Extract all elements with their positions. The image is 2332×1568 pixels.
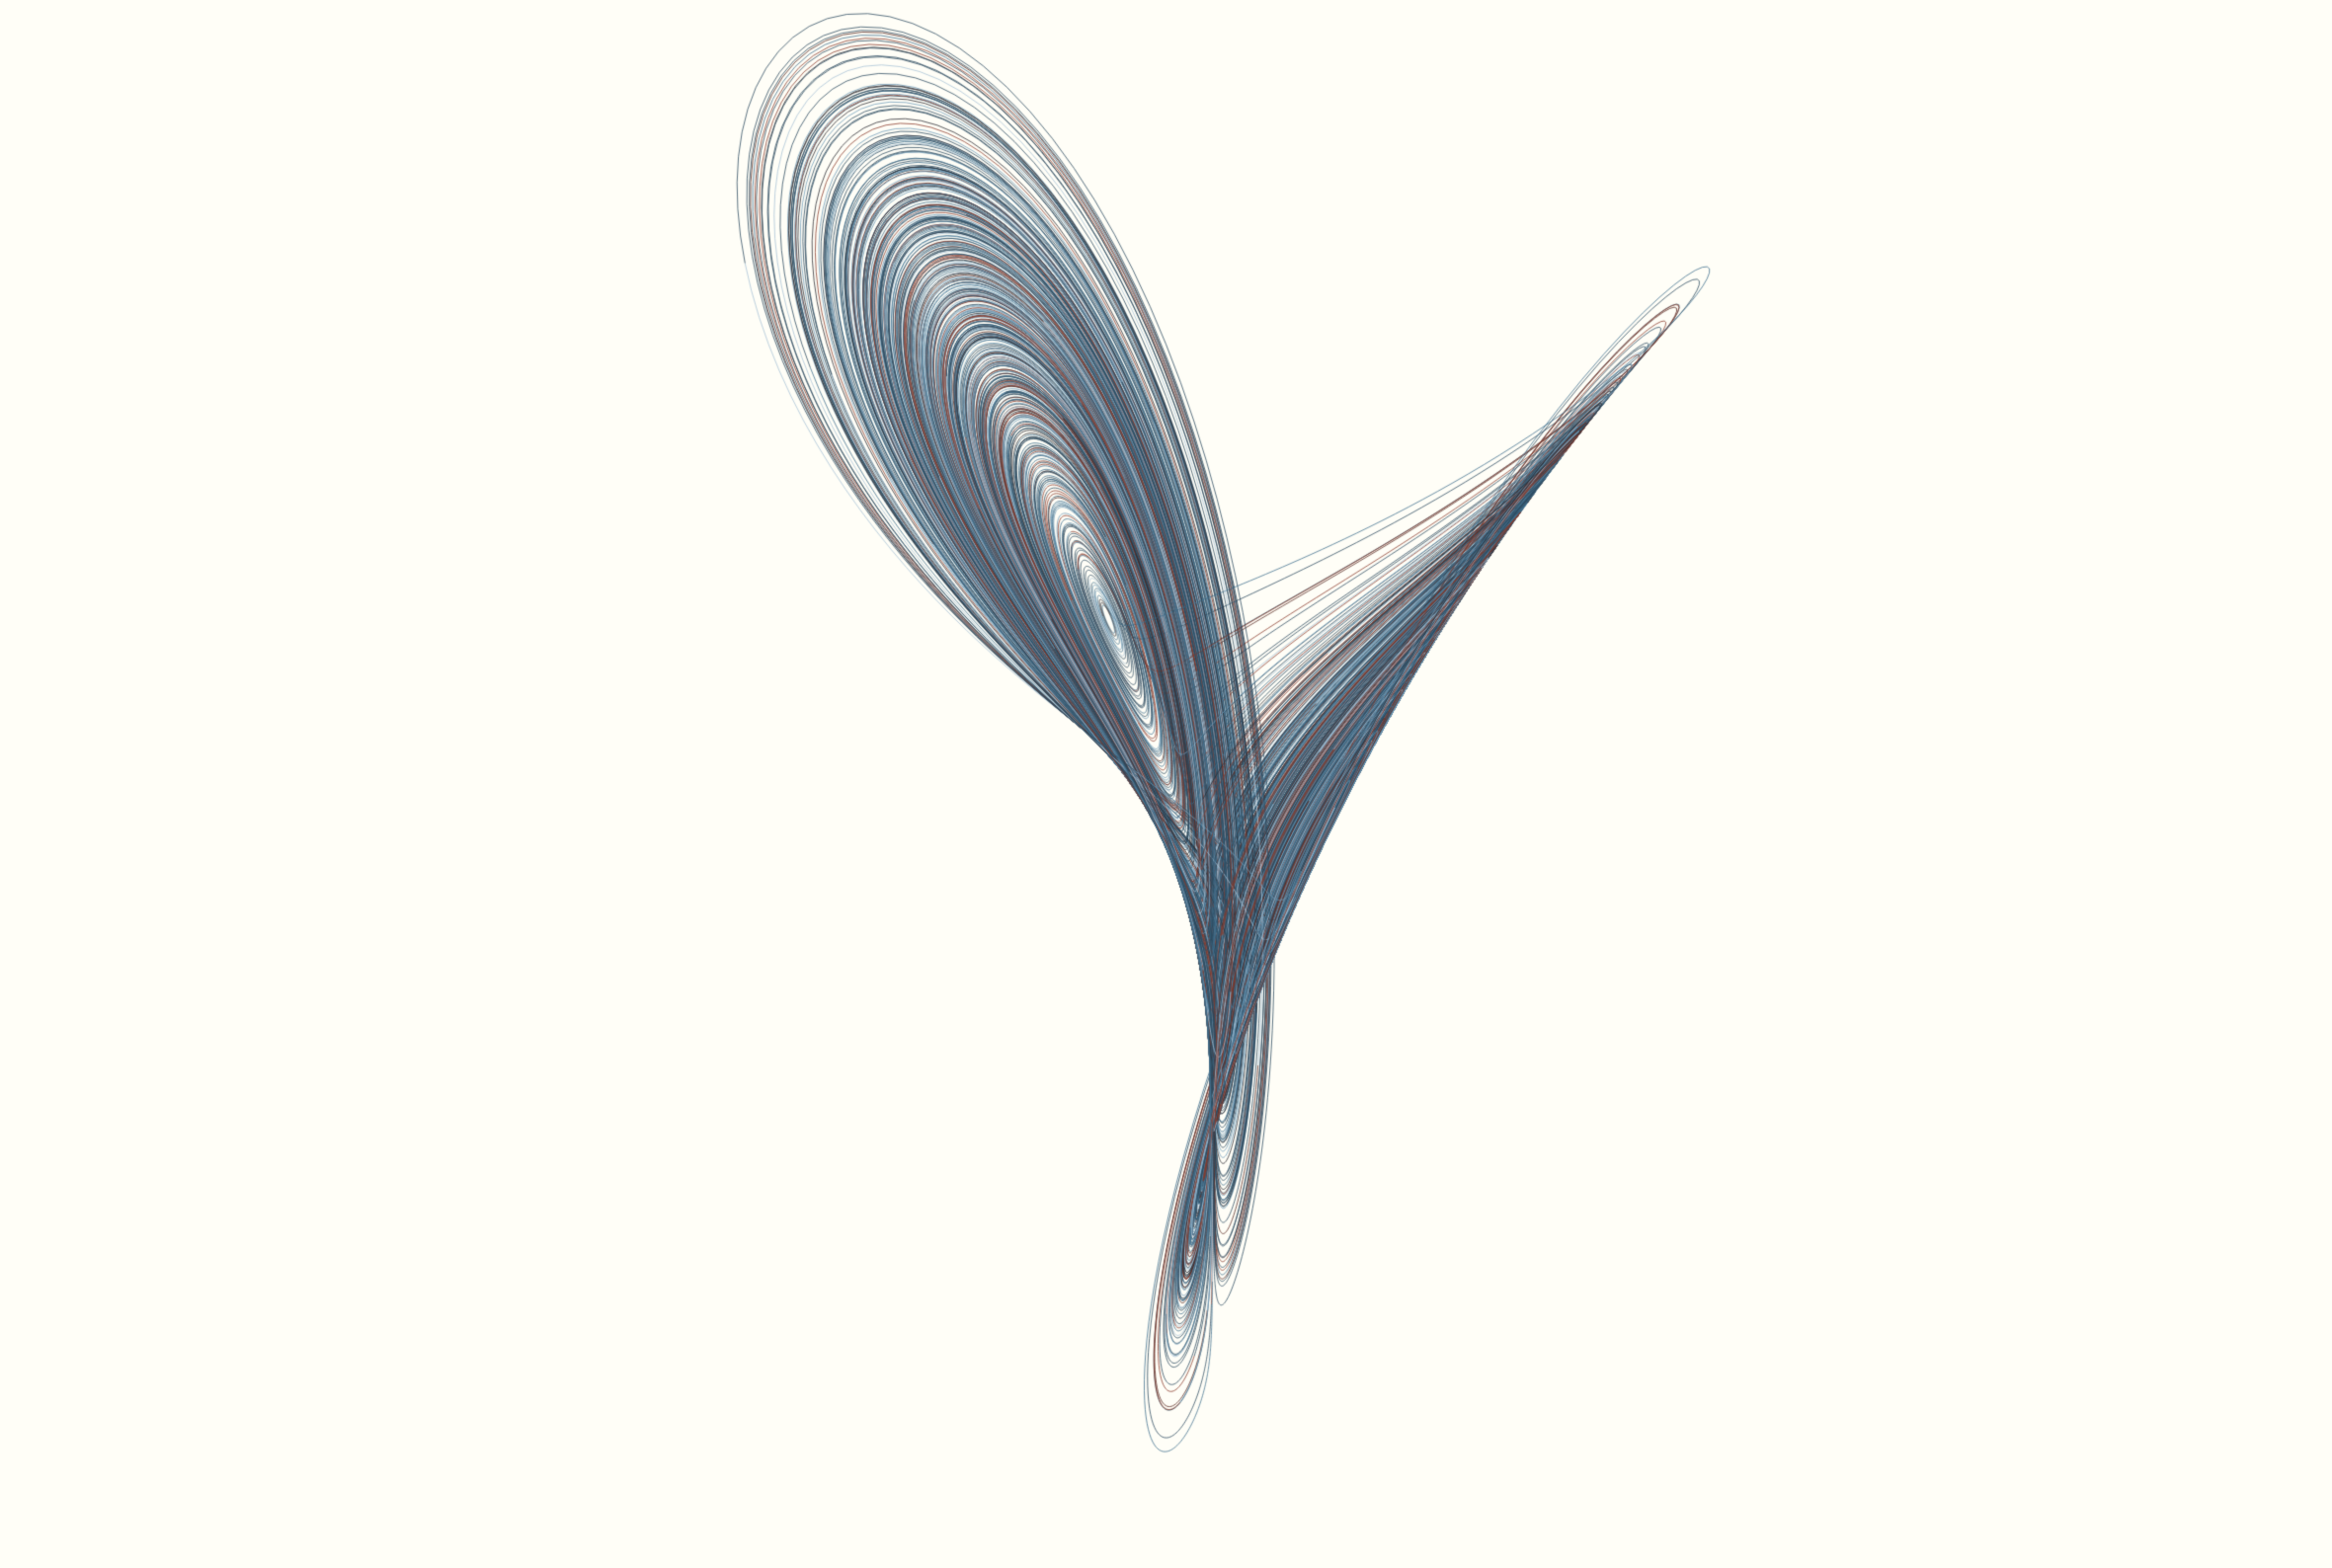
attractor-artwork (0, 0, 2332, 1568)
